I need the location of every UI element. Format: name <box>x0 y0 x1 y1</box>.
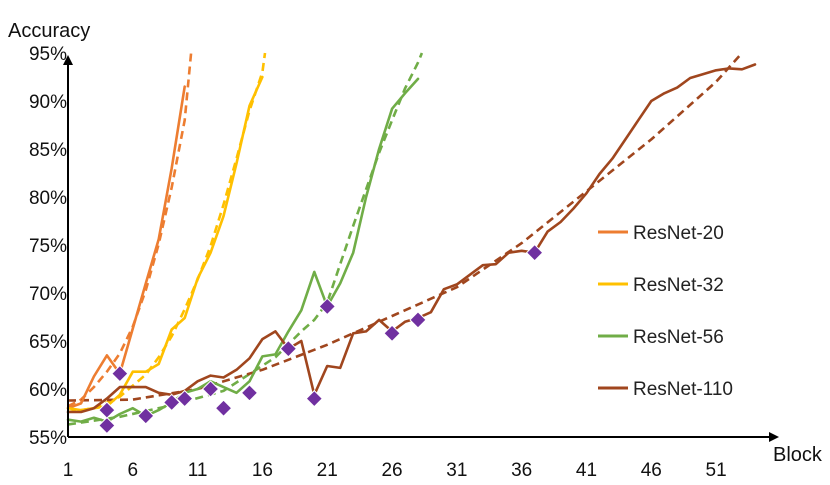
marker-diamond <box>98 401 116 419</box>
y-tick-label: 85% <box>29 140 67 161</box>
y-tick-label: 95% <box>29 44 67 65</box>
x-tick-label: 46 <box>641 460 662 481</box>
legend-label: ResNet-20 <box>633 223 724 244</box>
marker-diamond <box>214 399 233 417</box>
y-tick-label: 55% <box>29 428 67 449</box>
marker-diamond <box>279 339 298 358</box>
marker-diamond <box>175 389 194 408</box>
x-tick-label: 21 <box>317 460 338 481</box>
marker-diamond <box>111 364 129 383</box>
legend: ResNet-20 ResNet-32 ResNet-56 ResNet-110 <box>592 206 767 406</box>
marker-diamond <box>240 384 259 402</box>
x-tick-label: 31 <box>446 460 467 481</box>
marker-diamond <box>201 380 220 398</box>
series-line-resnet-20 <box>66 85 186 410</box>
x-axis-title: Block <box>773 444 823 466</box>
marker-diamond <box>305 389 323 408</box>
y-tick-label: 70% <box>29 284 67 305</box>
x-tick-label: 16 <box>252 460 273 481</box>
x-tick-label: 51 <box>706 460 727 481</box>
y-tick-label: 65% <box>29 332 67 353</box>
x-tick-label: 41 <box>576 460 597 481</box>
x-tick-labels: 1 6 11 16 21 26 31 36 41 46 51 <box>63 460 727 481</box>
y-axis-title: Accuracy <box>8 20 90 42</box>
legend-label: ResNet-56 <box>633 327 724 348</box>
x-tick-label: 36 <box>511 460 532 481</box>
series-line-resnet-56 <box>66 77 420 423</box>
legend-background <box>592 206 767 406</box>
marker-diamond <box>162 393 181 412</box>
x-tick-label: 1 <box>63 460 74 481</box>
legend-label: ResNet-110 <box>633 379 733 400</box>
marker-diamond <box>525 243 544 262</box>
y-tick-label: 80% <box>29 188 67 209</box>
x-tick-label: 6 <box>128 460 139 481</box>
marker-diamond <box>383 324 401 343</box>
series-line-resnet-32 <box>66 75 264 412</box>
trendline-resnet-56 <box>67 52 424 426</box>
x-tick-label: 11 <box>188 460 208 481</box>
marker-diamond <box>137 407 155 425</box>
y-tick-label: 75% <box>29 236 67 257</box>
legend-label: ResNet-32 <box>633 275 724 296</box>
purple-diamond-markers <box>98 243 544 435</box>
marker-diamond <box>318 297 336 316</box>
marker-diamond <box>98 416 116 435</box>
y-tick-label: 90% <box>29 92 67 113</box>
y-tick-label: 60% <box>29 380 67 401</box>
x-tick-label: 26 <box>381 460 402 481</box>
marker-diamond <box>409 311 427 329</box>
trendline-resnet-32 <box>67 52 267 414</box>
y-tick-labels: 55% 60% 65% 70% 75% 80% 85% 90% 95% <box>29 44 67 449</box>
trendline-resnet-20 <box>67 52 193 408</box>
